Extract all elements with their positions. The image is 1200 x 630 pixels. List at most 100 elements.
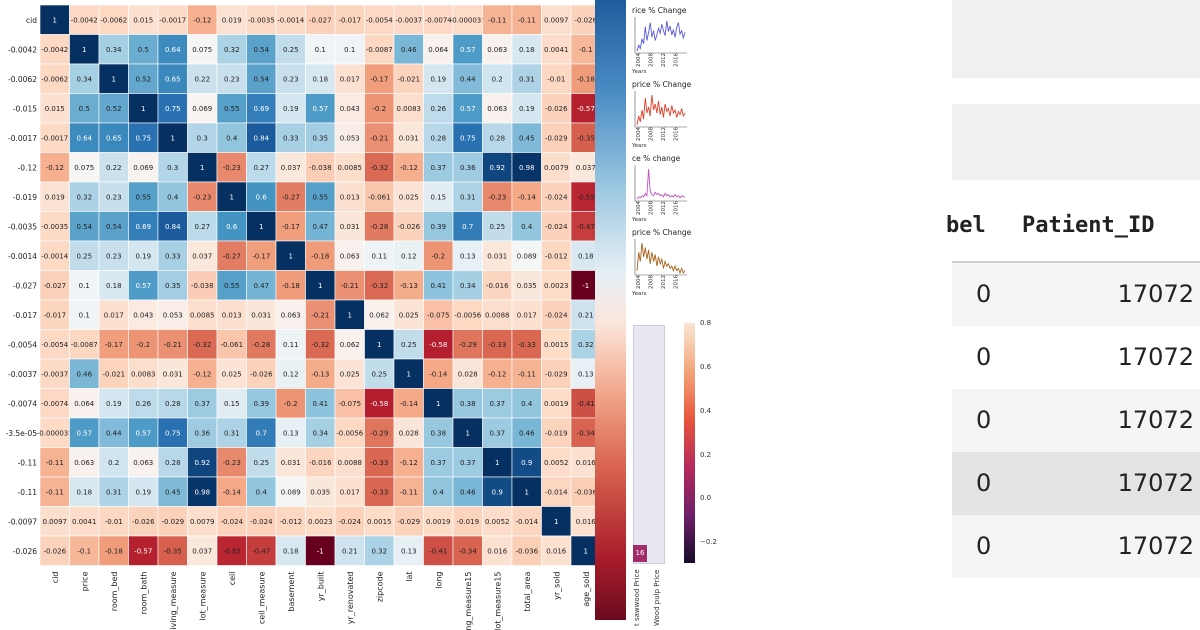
- heatmap-cell: [39, 34, 70, 65]
- heatmap-cell-label: 0.063: [487, 105, 507, 113]
- heatmap-cell-label: 0.38: [460, 400, 476, 408]
- heatmap-cell-label: 0.54: [76, 223, 92, 231]
- heatmap-cell: [570, 535, 595, 566]
- cell-patient-id: 17072: [1117, 532, 1194, 560]
- heatmap-cell-label: 0.55: [312, 193, 328, 201]
- heatmap-cell: [511, 388, 542, 419]
- heatmap-cell: [541, 93, 572, 124]
- heatmap-cell-label: -0.23: [193, 193, 211, 201]
- heatmap-cell: [39, 152, 70, 183]
- heatmap-cell-label: 0.053: [163, 311, 183, 319]
- heatmap-cell-label: 0.41: [312, 400, 328, 408]
- heatmap-cell-label: 0.069: [133, 164, 153, 172]
- heatmap-cell: [334, 476, 365, 507]
- mini-chart-x-tick: 2012: [661, 201, 667, 215]
- heatmap-cell-label: 0.0085: [338, 164, 363, 172]
- heatmap-cell: [570, 506, 595, 537]
- heatmap-cell-label: 0.0019: [544, 400, 569, 408]
- heatmap-cell: [98, 152, 129, 183]
- x-tick-label: cid: [51, 572, 60, 584]
- heatmap-cell: [128, 535, 159, 566]
- heatmap-cell: [364, 211, 395, 242]
- heatmap-cell-label: 0.69: [135, 223, 151, 231]
- heatmap-cell-label: -0.0037: [41, 370, 68, 378]
- heatmap-cell: [187, 4, 218, 35]
- heatmap-cell-label: 0.017: [340, 488, 360, 496]
- heatmap-cell-label: 0.21: [342, 547, 358, 555]
- heatmap-cell-label: 0.57: [135, 282, 151, 290]
- heatmap-cell: [364, 388, 395, 419]
- heatmap-cell-label: 0.25: [371, 370, 387, 378]
- heatmap-cell-label: -0.17: [105, 341, 123, 349]
- heatmap-cell-label: 0.5: [138, 46, 149, 54]
- heatmap-cell: [69, 63, 100, 94]
- heatmap-cell: [334, 417, 365, 448]
- heatmap-cell: [305, 358, 336, 389]
- heatmap-cell-label: 0.52: [106, 105, 122, 113]
- heatmap-cell: [305, 93, 336, 124]
- heatmap-cell: [423, 152, 454, 183]
- heatmap-cell-label: 0.6: [226, 223, 238, 231]
- heatmap-cell-label: 0.0041: [72, 518, 97, 526]
- heatmap-cell: [98, 417, 129, 448]
- heatmap-cell-label: -0.016: [309, 459, 332, 467]
- heatmap-cell-label: 0.035: [517, 282, 537, 290]
- heatmap-cell-label: 0.2: [492, 75, 503, 83]
- heatmap-cell-label: 0.18: [519, 46, 535, 54]
- heatmap-cell: [246, 476, 277, 507]
- heatmap-cell: [275, 358, 306, 389]
- heatmap-cell-label: 0.016: [487, 547, 508, 555]
- heatmap-cell-label: -0.0056: [454, 311, 482, 319]
- x-tick-label: yr_renovated: [346, 572, 355, 625]
- heatmap-cell-label: 0.063: [133, 459, 153, 467]
- heatmap-cell-label: 1: [407, 370, 411, 378]
- heatmap-cell-label: 0.15: [430, 193, 446, 201]
- heatmap-cell: [452, 240, 483, 271]
- heatmap-cell-label: 0.25: [489, 223, 505, 231]
- heatmap-cell-label: 0.015: [133, 16, 153, 24]
- heatmap-cell: [305, 122, 336, 153]
- heatmap-cell: [246, 270, 277, 301]
- heatmap-cell-label: -0.32: [193, 341, 211, 349]
- heatmap-cell-label: 0.31: [519, 75, 535, 83]
- heatmap-cell-label: 0.043: [133, 311, 153, 319]
- heatmap-cell-label: 0.0083: [397, 105, 422, 113]
- heatmap-cell: [157, 122, 188, 153]
- heatmap-cell: [216, 93, 247, 124]
- heatmap-cell: [39, 506, 70, 537]
- heatmap-cell: [69, 34, 100, 65]
- heatmap-cell: [452, 535, 483, 566]
- heatmap-cell-label: 0.75: [135, 134, 151, 142]
- heatmap-cell: [246, 506, 277, 537]
- x-tick-label: yr_built: [316, 572, 325, 602]
- heatmap-cell: [482, 476, 513, 507]
- cb2-tick: 0.8: [700, 319, 712, 327]
- heatmap-cell: [570, 476, 595, 507]
- heatmap-cell: [570, 417, 595, 448]
- heatmap-cell-label: -0.012: [545, 252, 568, 260]
- heatmap-cell-label: 0.062: [340, 341, 360, 349]
- y-tick-label: -0.0014: [8, 252, 37, 261]
- heatmap-cell: [334, 535, 365, 566]
- heatmap-cell: [511, 122, 542, 153]
- heatmap-cell-label: -0.57: [134, 547, 152, 555]
- cell-label: 0: [976, 469, 992, 497]
- heatmap-cell: [364, 506, 395, 537]
- heatmap-cell: [393, 63, 424, 94]
- heatmap-cell-label: 0.23: [106, 193, 122, 201]
- heatmap-cell-label: 1: [200, 164, 204, 172]
- heatmap-cell: [511, 34, 542, 65]
- heatmap-cell-label: 0.37: [489, 400, 505, 408]
- heatmap-cell: [393, 34, 424, 65]
- gray-xlabel-woodpulp: Wood pulp Price: [653, 569, 661, 626]
- y-tick-label: -0.0042: [8, 45, 37, 54]
- mini-chart-title: rice % Change: [632, 6, 687, 15]
- heatmap-cell-label: -0.32: [370, 164, 388, 172]
- heatmap-cell-label: -0.026: [545, 105, 568, 113]
- heatmap-cell-label: -0.026: [397, 223, 420, 231]
- heatmap-cell: [275, 270, 306, 301]
- heatmap-cell-label: -0.026: [250, 370, 273, 378]
- heatmap-cell: [246, 329, 277, 360]
- heatmap-cell: [128, 447, 159, 478]
- heatmap-cell-label: -0.23: [223, 459, 241, 467]
